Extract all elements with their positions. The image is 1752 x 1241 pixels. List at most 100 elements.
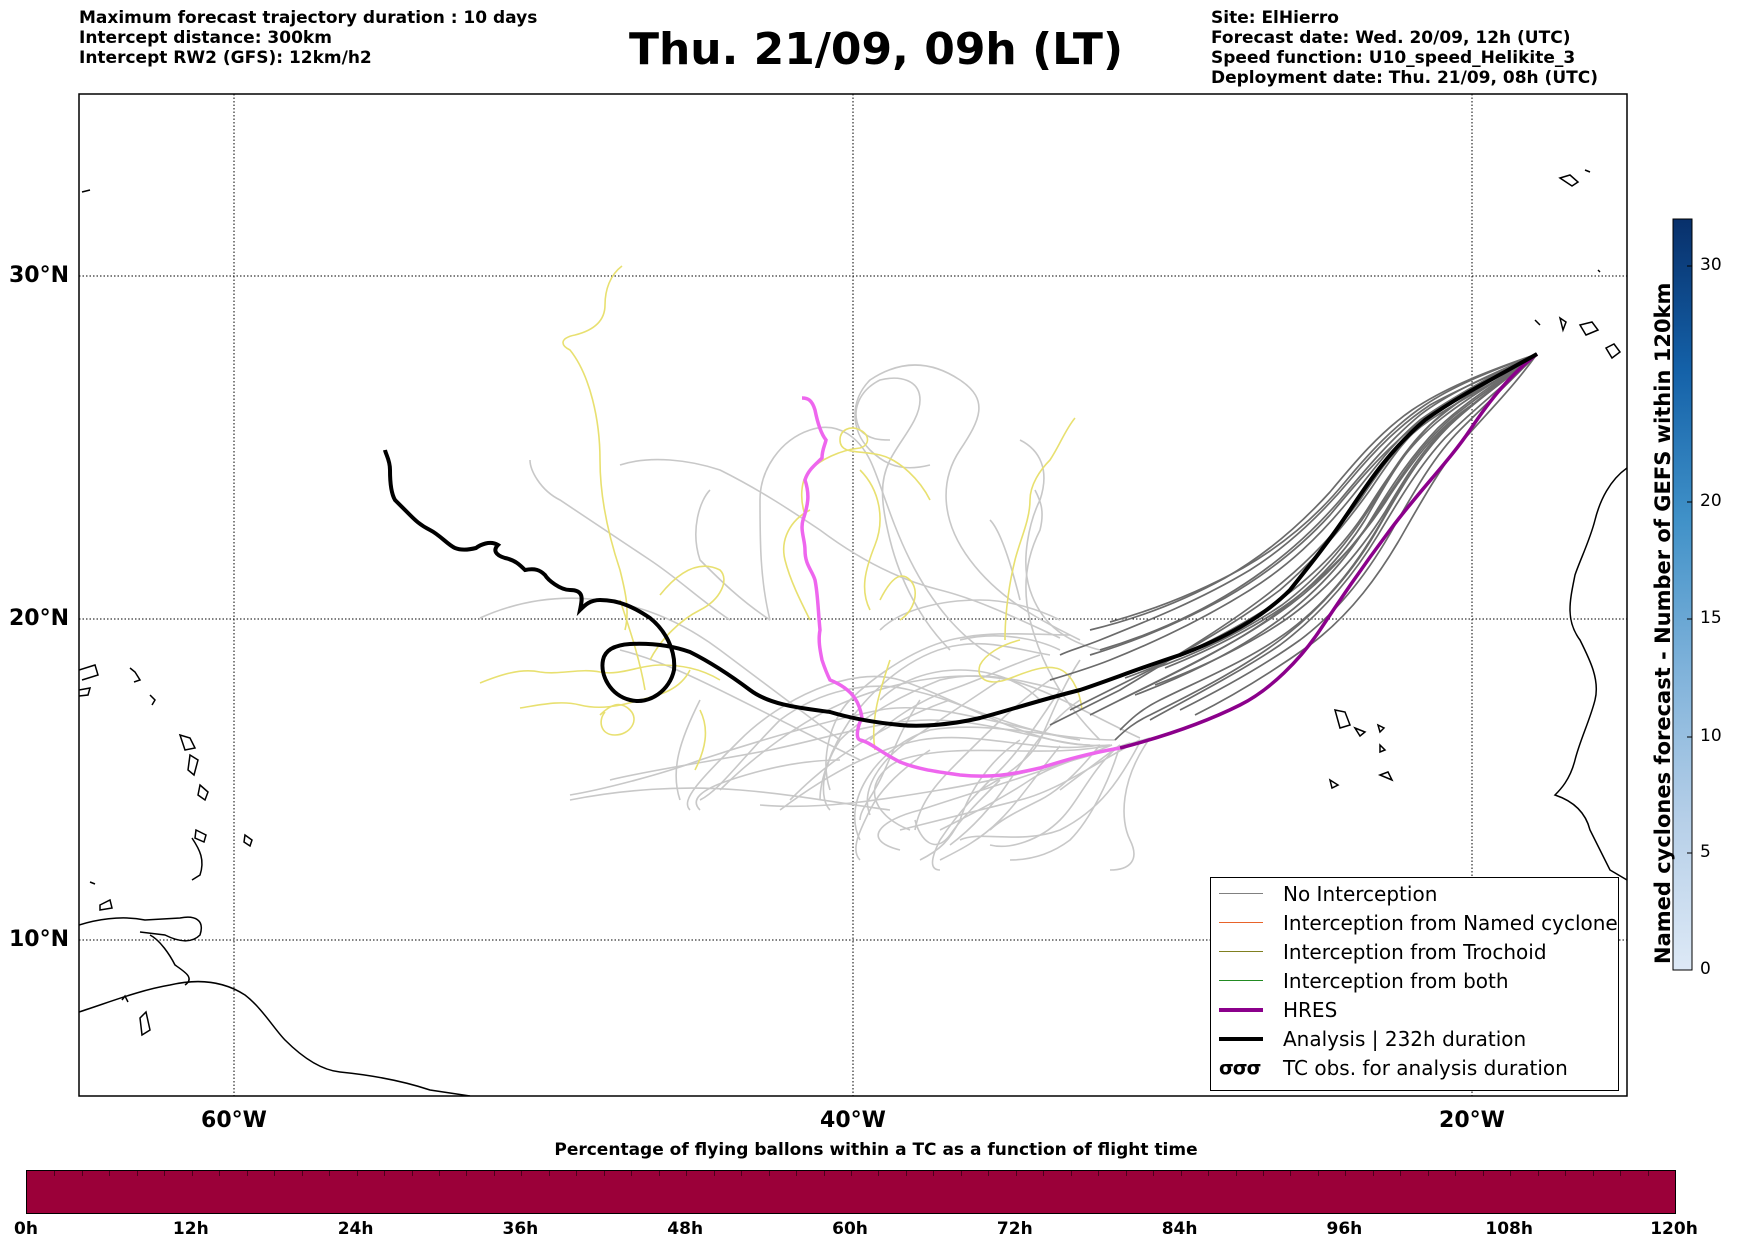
legend-line-grey bbox=[1219, 893, 1263, 894]
colorbar-tick-label: 20 bbox=[1700, 491, 1722, 511]
coastline-caribbean bbox=[79, 189, 471, 1096]
map-frame bbox=[78, 93, 1628, 1097]
percentage-bar-minor-tick bbox=[1015, 1171, 1017, 1176]
lat-label-20n: 20°N bbox=[9, 606, 70, 631]
colorbar-tick-label: 5 bbox=[1700, 842, 1711, 862]
percentage-bar-minor-tick bbox=[466, 1171, 468, 1176]
legend-label: Interception from both bbox=[1283, 968, 1509, 993]
percentage-bar-minor-tick bbox=[1098, 1171, 1100, 1176]
percentage-bar-minor-tick bbox=[521, 1171, 523, 1176]
percentage-bar-minor-tick bbox=[1427, 1171, 1429, 1176]
percentage-bar-minor-tick bbox=[823, 1171, 825, 1176]
legend-line-orange bbox=[1219, 922, 1263, 923]
percentage-bar-tick-label: 24h bbox=[337, 1219, 374, 1239]
colorbar-tick-label: 10 bbox=[1700, 726, 1722, 746]
hres-trajectory-dark bbox=[1119, 352, 1539, 750]
percentage-bar-minor-tick bbox=[493, 1171, 495, 1176]
header-right: Site: ElHierro Forecast date: Wed. 20/09… bbox=[1211, 8, 1598, 88]
percentage-bar-minor-tick bbox=[686, 1171, 688, 1176]
percentage-bar-minor-tick bbox=[1592, 1171, 1594, 1176]
hres-trajectory-light bbox=[800, 396, 1121, 778]
percentage-bar-tick-label: 72h bbox=[996, 1219, 1033, 1239]
percentage-bar-tick-label: 12h bbox=[172, 1219, 209, 1239]
legend-label: Interception from Trochoid bbox=[1283, 939, 1547, 964]
header-left-line-3: Intercept RW2 (GFS): 12km/h2 bbox=[79, 48, 372, 68]
header-right-line-4: Deployment date: Thu. 21/09, 08h (UTC) bbox=[1211, 68, 1598, 88]
analysis-trajectory bbox=[383, 352, 1538, 728]
percentage-bar-minor-tick bbox=[933, 1171, 935, 1176]
legend-item-tc-obs: σσσ TC obs. for analysis duration bbox=[1211, 1053, 1568, 1082]
percentage-bar-minor-tick bbox=[1510, 1171, 1512, 1176]
ensemble-trajectories-dark bbox=[1049, 353, 1538, 741]
percentage-bar-minor-tick bbox=[631, 1171, 633, 1176]
percentage-bar-minor-tick bbox=[1647, 1171, 1649, 1176]
legend-line-olive bbox=[1219, 951, 1263, 952]
percentage-bar-minor-tick bbox=[1345, 1171, 1347, 1176]
percentage-bar-minor-tick bbox=[548, 1171, 550, 1176]
percentage-bar-minor-tick bbox=[219, 1171, 221, 1176]
legend-label: TC obs. for analysis duration bbox=[1283, 1055, 1568, 1080]
tc-obs-icon: σσσ bbox=[1219, 1056, 1261, 1079]
lon-label-40w: 40°W bbox=[820, 1108, 886, 1133]
percentage-bar-tick-label: 120h bbox=[1650, 1219, 1698, 1239]
percentage-bar-minor-tick bbox=[329, 1171, 331, 1176]
percentage-bar-minor-tick bbox=[439, 1171, 440, 1176]
page-title: Thu. 21/09, 09h (LT) bbox=[628, 24, 1124, 75]
percentage-bar-minor-tick bbox=[109, 1171, 111, 1176]
ensemble-trajectories-light bbox=[479, 364, 1151, 871]
percentage-bar-tick-label: 36h bbox=[502, 1219, 539, 1239]
percentage-bar-minor-tick bbox=[136, 1171, 138, 1176]
lat-label-10n: 10°N bbox=[9, 927, 70, 952]
percentage-bar-minor-tick bbox=[603, 1171, 605, 1176]
percentage-bar-minor-tick bbox=[768, 1171, 770, 1176]
percentage-bar-minor-tick bbox=[191, 1171, 193, 1176]
yellow-trajectories bbox=[479, 265, 1083, 771]
percentage-bar-minor-tick bbox=[878, 1171, 880, 1176]
percentage-bar-tick-label: 0h bbox=[14, 1219, 38, 1239]
header-left-line-1: Maximum forecast trajectory duration : 1… bbox=[79, 8, 538, 28]
legend-item-trochoid: Interception from Trochoid bbox=[1211, 937, 1547, 966]
percentage-bar-tick-label: 60h bbox=[832, 1219, 868, 1239]
percentage-bar-tick-label: 108h bbox=[1485, 1219, 1533, 1239]
percentage-bar-minor-tick bbox=[54, 1171, 56, 1176]
percentage-bar-minor-tick bbox=[1125, 1171, 1127, 1176]
percentage-bar-minor-tick bbox=[576, 1171, 578, 1176]
percentage-bar-tick-label: 84h bbox=[1161, 1219, 1198, 1239]
percentage-bar-minor-tick bbox=[246, 1171, 248, 1176]
percentage-bar-caption: Percentage of flying ballons within a TC… bbox=[554, 1140, 1198, 1160]
lon-label-60w: 60°W bbox=[201, 1108, 267, 1133]
percentage-bar-minor-tick bbox=[1482, 1171, 1484, 1176]
lat-label-30n: 30°N bbox=[9, 263, 70, 288]
percentage-bar-minor-tick bbox=[301, 1171, 303, 1176]
percentage-bar-minor-tick bbox=[1070, 1171, 1072, 1176]
header-right-line-1: Site: ElHierro bbox=[1211, 8, 1339, 28]
percentage-bar-minor-tick bbox=[741, 1171, 743, 1176]
colorbar-title: Named cyclones forecast - Number of GEFS… bbox=[1651, 282, 1675, 964]
percentage-bar bbox=[26, 1170, 1676, 1214]
legend-line-black bbox=[1219, 1036, 1263, 1041]
percentage-bar-minor-tick bbox=[1263, 1171, 1264, 1176]
map-legend: No Interception Interception from Named … bbox=[1210, 877, 1619, 1091]
percentage-bar-tick-label: 96h bbox=[1326, 1219, 1363, 1239]
header-left: Maximum forecast trajectory duration : 1… bbox=[79, 8, 537, 68]
lon-label-20w: 20°W bbox=[1439, 1108, 1505, 1133]
colorbar-tick-label: 30 bbox=[1700, 255, 1722, 275]
percentage-bar-minor-tick bbox=[274, 1171, 276, 1176]
legend-item-both: Interception from both bbox=[1211, 966, 1509, 995]
percentage-bar-minor-tick bbox=[1455, 1171, 1457, 1176]
legend-label: No Interception bbox=[1283, 881, 1438, 906]
percentage-bar-minor-tick bbox=[796, 1171, 798, 1176]
percentage-bar-minor-tick bbox=[1400, 1171, 1402, 1176]
percentage-bar-minor-tick bbox=[1235, 1171, 1237, 1176]
percentage-bar-minor-tick bbox=[713, 1171, 715, 1176]
coastline-africa bbox=[1328, 169, 1627, 881]
legend-line-purple bbox=[1219, 1007, 1263, 1012]
percentage-bar-minor-tick bbox=[658, 1171, 660, 1176]
percentage-bar-tick-label: 48h bbox=[667, 1219, 704, 1239]
map-grid bbox=[79, 94, 1627, 1096]
percentage-bar-minor-tick bbox=[851, 1171, 852, 1176]
percentage-bar-minor-tick bbox=[356, 1171, 358, 1176]
legend-label: Interception from Named cyclone bbox=[1283, 910, 1618, 935]
legend-item-named-cyclone: Interception from Named cyclone bbox=[1211, 908, 1618, 937]
header-right-line-3: Speed function: U10_speed_Helikite_3 bbox=[1211, 48, 1576, 68]
